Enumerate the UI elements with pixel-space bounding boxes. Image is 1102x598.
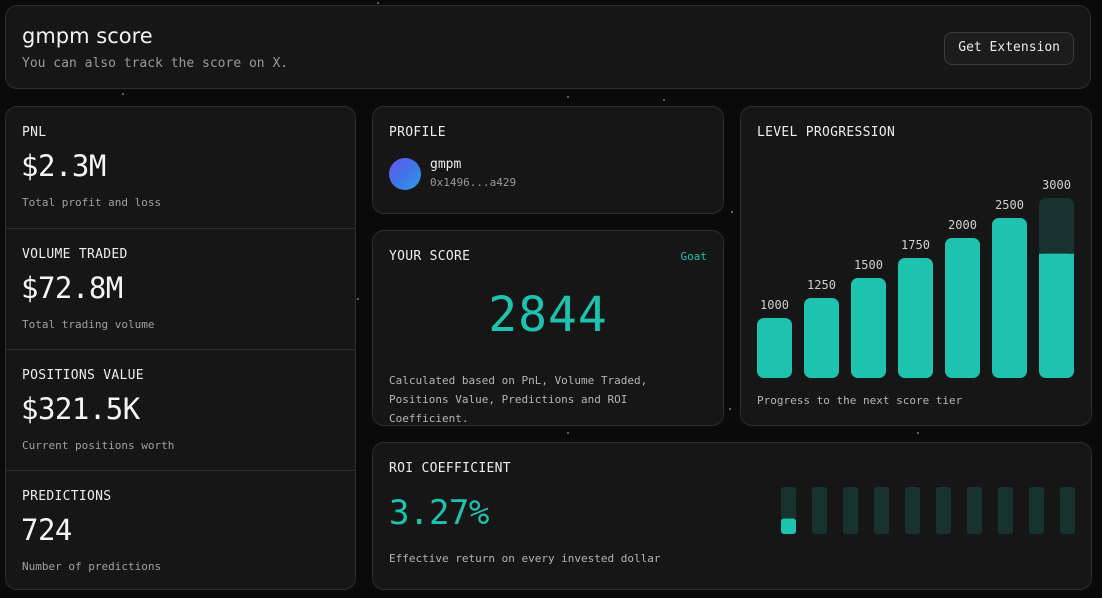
tier-bar-fill — [992, 218, 1027, 378]
tier-label: 3000 — [1042, 178, 1071, 192]
stat-title: POSITIONS VALUE — [22, 368, 144, 383]
app-title: gmpm score — [22, 24, 153, 48]
background-star — [731, 211, 733, 213]
background-star — [357, 298, 359, 300]
level-progression-card: LEVEL PROGRESSION 1000 1250 1500 1750 2000 25… — [740, 106, 1092, 426]
stat-value: $72.8M — [21, 271, 123, 305]
tier-label: 1250 — [807, 278, 836, 292]
roi-meter — [781, 487, 1075, 534]
header-card: gmpm score You can also track the score … — [5, 5, 1091, 89]
stat-description: Total profit and loss — [22, 196, 162, 209]
stat-title: PREDICTIONS — [22, 489, 112, 504]
roi-segment — [936, 487, 951, 534]
stat-title: PNL — [22, 125, 47, 140]
tier-bar-fill — [1039, 253, 1074, 378]
score-card: YOUR SCORE Goat 2844 Calculated based on… — [372, 230, 724, 426]
score-description: Calculated based on PnL, Volume Traded, … — [389, 374, 648, 425]
app-subtitle: You can also track the score on X. — [22, 56, 289, 71]
background-star — [377, 2, 379, 4]
roi-card: ROI COEFFICIENT 3.27% Effective return o… — [372, 442, 1092, 590]
wallet-address: 0x1496...a429 — [430, 176, 517, 189]
profile-name: gmpm — [430, 157, 462, 172]
score-title: YOUR SCORE — [389, 249, 471, 264]
tier-label: 1000 — [760, 298, 789, 312]
avatar — [389, 158, 421, 190]
tier-bar-fill — [757, 318, 792, 378]
stat-description: Current positions worth — [22, 439, 175, 452]
roi-segment-fill — [781, 518, 796, 534]
score-tier-badge: Goat — [680, 250, 708, 263]
stat-title: VOLUME TRADED — [22, 247, 128, 262]
stat-value: $2.3M — [21, 149, 106, 183]
level-progression-chart: 1000 1250 1500 1750 2000 2500 3000 — [757, 178, 1074, 378]
tier-bar-fill — [851, 278, 886, 378]
stat-volume-traded: VOLUME TRADED $72.8M Total trading volum… — [6, 228, 355, 349]
stat-description: Number of predictions — [22, 560, 162, 573]
profile-card: PROFILE gmpm 0x1496...a429 — [372, 106, 724, 214]
roi-segment — [967, 487, 982, 534]
profile-title: PROFILE — [389, 125, 446, 140]
tier-bar-fill — [945, 238, 980, 378]
roi-value: 3.27% — [389, 493, 489, 533]
level-progression-footer: Progress to the next score tier — [757, 394, 963, 407]
roi-segment — [874, 487, 889, 534]
background-star — [567, 432, 569, 434]
roi-segment — [905, 487, 920, 534]
roi-segment — [998, 487, 1013, 534]
roi-description: Effective return on every invested dolla… — [389, 552, 661, 565]
tier-bar-fill — [804, 298, 839, 378]
stat-predictions: PREDICTIONS 724 Number of predictions — [6, 470, 355, 589]
score-value: 2844 — [488, 287, 608, 343]
tier-label: 2500 — [995, 198, 1024, 212]
roi-segment — [1029, 487, 1044, 534]
roi-title: ROI COEFFICIENT — [389, 461, 511, 476]
background-star — [729, 408, 731, 410]
tier-bar-fill — [898, 258, 933, 378]
tier-bar-fill-top — [1039, 253, 1074, 262]
tier-label: 1500 — [854, 258, 883, 272]
background-star — [122, 93, 124, 95]
background-star — [917, 432, 919, 434]
background-star — [567, 96, 569, 98]
get-extension-button[interactable]: Get Extension — [944, 32, 1074, 65]
tier-label: 2000 — [948, 218, 977, 232]
stat-description: Total trading volume — [22, 318, 155, 331]
roi-segment — [1060, 487, 1075, 534]
stat-positions-value: POSITIONS VALUE $321.5K Current position… — [6, 349, 355, 470]
background-star — [663, 99, 665, 101]
stats-card: PNL $2.3M Total profit and loss VOLUME T… — [5, 106, 356, 590]
stat-pnl: PNL $2.3M Total profit and loss — [6, 107, 355, 228]
stat-value: $321.5K — [21, 392, 140, 426]
roi-segment — [843, 487, 858, 534]
stat-value: 724 — [21, 513, 72, 547]
tier-label: 1750 — [901, 238, 930, 252]
roi-segment — [812, 487, 827, 534]
level-progression-title: LEVEL PROGRESSION — [757, 125, 896, 140]
